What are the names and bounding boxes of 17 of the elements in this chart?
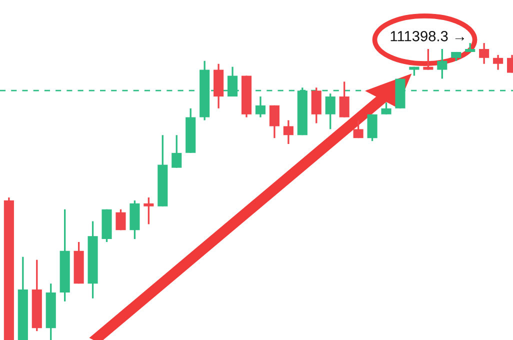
candlestick xyxy=(423,48,434,71)
candlestick xyxy=(255,96,266,118)
candlestick xyxy=(367,113,378,142)
text: 111398.3 → xyxy=(390,30,464,42)
candlestick xyxy=(311,86,322,124)
candlestick xyxy=(381,102,392,116)
candlestick xyxy=(172,134,182,169)
candlestick xyxy=(325,92,336,130)
candlestick xyxy=(437,48,448,80)
candlestick xyxy=(493,54,504,71)
candlestick xyxy=(269,104,280,139)
candlestick xyxy=(353,119,364,139)
candlestick xyxy=(116,208,126,231)
candlestick xyxy=(479,42,490,65)
candlestick xyxy=(339,80,350,118)
candlestick xyxy=(144,196,154,226)
candlestick xyxy=(283,119,294,145)
